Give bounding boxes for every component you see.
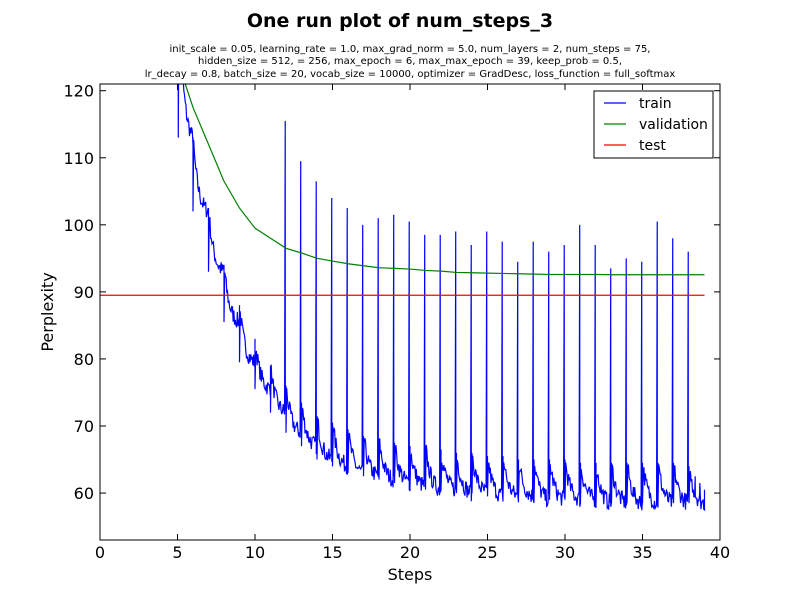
y-axis-label: Perplexity [38,272,57,351]
y-tick-label: 100 [63,216,94,235]
x-tick-label: 10 [245,543,265,562]
legend-label-validation: validation [639,117,708,133]
x-tick-label: 35 [632,543,652,562]
chart-subtitle-line-1: init_scale = 0.05, learning_rate = 1.0, … [170,44,651,55]
y-tick-label: 90 [74,283,94,302]
x-tick-label: 30 [555,543,575,562]
chart-subtitle-line-3: lr_decay = 0.8, batch_size = 20, vocab_s… [145,69,676,80]
y-tick-label: 110 [63,149,94,168]
legend-label-test: test [639,138,666,154]
y-tick-label: 70 [74,417,94,436]
x-tick-label: 5 [172,543,182,562]
plot-frame [99,83,721,541]
chart-title: One run plot of num_steps_3 [247,10,553,32]
chart-subtitle-line-2: hidden_size = 512, = 256, max_epoch = 6,… [198,56,622,67]
x-tick-label: 40 [710,543,730,562]
x-tick-label: 15 [322,543,342,562]
y-tick-label: 80 [74,350,94,369]
axis-ticks: 0 5 10 15 20 25 30 35 40 60 70 80 90 100 110 120 [63,82,730,562]
x-axis-label: Steps [388,565,433,584]
x-tick-label: 20 [400,543,420,562]
legend-label-train: train [639,96,672,112]
y-tick-label: 120 [63,82,94,101]
plot-lines [100,84,706,512]
series-line-train [177,84,706,512]
legend: train validation test [593,90,714,159]
y-tick-label: 60 [74,484,94,503]
series-line-validation [184,84,705,276]
x-tick-label: 25 [477,543,497,562]
x-tick-label: 0 [95,543,105,562]
